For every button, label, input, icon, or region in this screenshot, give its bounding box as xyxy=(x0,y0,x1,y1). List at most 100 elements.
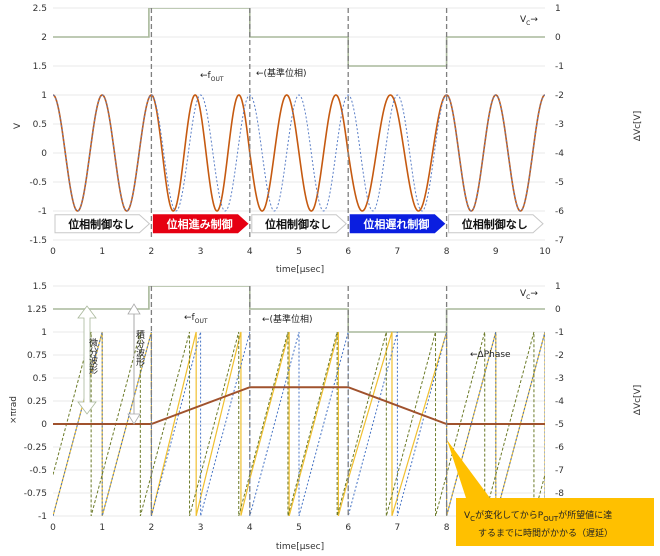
top-y2-axis-label: ΔVc[V] xyxy=(633,111,643,141)
phase-band-label: 位相制御なし xyxy=(462,217,528,231)
bottom-x-axis-label: time[μsec] xyxy=(276,542,324,552)
y2-tick-label: -1 xyxy=(555,62,564,72)
top-x-axis-label: time[μsec] xyxy=(276,265,324,275)
fout-saw-line xyxy=(53,331,545,516)
top-ref-annotation: ←(基準位相) xyxy=(256,67,307,79)
bottom-y2-ticks: 1 0 -1 -2 -3 -4 -5 -6 -7 -8 xyxy=(555,282,564,499)
top-y-axis-label: V xyxy=(13,122,23,129)
top-gridlines xyxy=(53,7,545,241)
top-y2-ticks: 1 0 -1 -2 -3 -4 -5 -6 -7 xyxy=(555,4,564,246)
y2-tick-label: -3 xyxy=(555,374,564,384)
y2-tick-label: -5 xyxy=(555,420,564,430)
phase-band-label: 位相進み制御 xyxy=(167,217,233,231)
y-tick-label: 1 xyxy=(41,328,47,338)
top-vc-annotation: VC→ xyxy=(520,15,538,27)
phase-band-arrow xyxy=(251,214,347,234)
y-tick-label: -0.25 xyxy=(24,443,47,453)
x-tick-label: 8 xyxy=(444,523,450,533)
y-tick-label: -1 xyxy=(38,512,47,522)
x-tick-label: 0 xyxy=(50,523,56,533)
y2-tick-label: -6 xyxy=(555,443,564,453)
y2-tick-label: -8 xyxy=(555,489,564,499)
top-y-ticks: 2.5 2 1.5 1 0.5 0 -0.5 -1 -1.5 xyxy=(29,4,47,246)
ref-phase-line xyxy=(53,94,545,212)
y-tick-label: 1.25 xyxy=(27,305,47,315)
y-tick-label: 1.5 xyxy=(33,282,47,292)
bottom-ref-annotation: ←(基準位相) xyxy=(262,313,313,325)
top-phase-bands: 位相制御なし 位相進み制御 位相制御なし 位相遅れ制御 位相制御なし xyxy=(54,214,544,234)
bidiff-label: 微分波形 xyxy=(87,337,98,375)
y-tick-label: -1.5 xyxy=(29,236,47,246)
y2-tick-label: -4 xyxy=(555,397,564,407)
top-x-ticks: 0 1 2 3 4 5 6 7 8 9 10 xyxy=(50,247,551,257)
x-tick-label: 10 xyxy=(539,247,551,257)
phase-band-label: 位相遅れ制御 xyxy=(363,217,429,231)
x-tick-label: 5 xyxy=(296,247,302,257)
y-tick-label: 2 xyxy=(41,33,47,43)
x-tick-label: 3 xyxy=(198,523,204,533)
y2-tick-label: -5 xyxy=(555,178,564,188)
y2-tick-label: 1 xyxy=(555,4,561,14)
y2-tick-label: 0 xyxy=(555,305,561,315)
top-dashed-markers xyxy=(150,8,448,240)
y2-tick-label: -2 xyxy=(555,91,564,101)
y-tick-label: 0.25 xyxy=(27,397,47,407)
phase-band-label: 位相制御なし xyxy=(68,217,134,231)
y2-tick-label: -1 xyxy=(555,328,564,338)
phase-band-arrow xyxy=(54,214,151,234)
y-tick-label: -0.5 xyxy=(29,466,47,476)
integ-label: 積分波形 xyxy=(134,329,145,367)
bottom-dashed-markers xyxy=(150,286,448,516)
bottom-y-axis-label: ×πrad xyxy=(9,396,19,424)
y2-tick-label: -4 xyxy=(555,149,564,159)
callout-line-1: VCが変化してからPOUTが所望値に達 xyxy=(464,509,612,523)
y-tick-label: 1 xyxy=(41,91,47,101)
x-tick-label: 4 xyxy=(247,523,253,533)
x-tick-label: 2 xyxy=(149,523,155,533)
y-tick-label: -0.5 xyxy=(29,178,47,188)
y2-tick-label: -6 xyxy=(555,207,564,217)
y-tick-label: 0.5 xyxy=(33,374,47,384)
bottom-fout-annotation: ←fOUT xyxy=(184,313,208,325)
vc-step-line xyxy=(53,8,545,67)
bottom-y2-axis-label: ΔVc[V] xyxy=(633,385,643,415)
y2-tick-label: -2 xyxy=(555,351,564,361)
y-tick-label: 0 xyxy=(41,149,47,159)
x-tick-label: 7 xyxy=(395,523,401,533)
integ-arrow xyxy=(127,303,141,425)
y2-tick-label: 0 xyxy=(555,33,561,43)
x-tick-label: 8 xyxy=(444,247,450,257)
y-tick-label: 0.75 xyxy=(27,351,47,361)
y-tick-label: 2.5 xyxy=(33,4,47,14)
y-tick-label: -0.75 xyxy=(24,489,47,499)
phase-band-arrow xyxy=(448,214,544,234)
y-tick-label: 0 xyxy=(41,420,47,430)
x-tick-label: 1 xyxy=(99,523,105,533)
x-tick-label: 6 xyxy=(345,247,351,257)
y2-tick-label: 1 xyxy=(555,282,561,292)
top-fout-annotation: ←fOUT xyxy=(200,71,224,83)
x-tick-label: 3 xyxy=(198,247,204,257)
vc-step-line xyxy=(53,286,545,333)
bottom-y-ticks: 1.5 1.25 1 0.75 0.5 0.25 0 -0.25 -0.5 -0.75 -1 xyxy=(24,282,48,522)
y2-tick-label: -7 xyxy=(555,236,564,246)
x-tick-label: 5 xyxy=(296,523,302,533)
derivative-saw-line xyxy=(53,331,545,516)
y2-tick-label: -3 xyxy=(555,120,564,130)
top-chart: 2.521.510.50-0.5-1-1.5 10-1-2-3-4-5-6-7 … xyxy=(13,4,643,275)
y-tick-label: 1.5 xyxy=(33,62,47,72)
bidiff-arrow xyxy=(77,305,97,415)
x-tick-label: 7 xyxy=(395,247,401,257)
phase-band-arrow xyxy=(152,214,249,234)
x-tick-label: 2 xyxy=(149,247,155,257)
phase-band-arrow xyxy=(349,214,446,234)
delay-callout: VCが変化してからPOUTが所望値に達 するまでに時間がかかる（遅延） xyxy=(447,440,654,546)
y2-tick-label: -7 xyxy=(555,466,564,476)
bottom-dphase-annotation: ←ΔPhase xyxy=(470,350,511,360)
top-series xyxy=(53,8,545,212)
x-tick-label: 9 xyxy=(493,247,499,257)
y-tick-label: 0.5 xyxy=(33,120,47,130)
y-tick-label: -1 xyxy=(38,207,47,217)
